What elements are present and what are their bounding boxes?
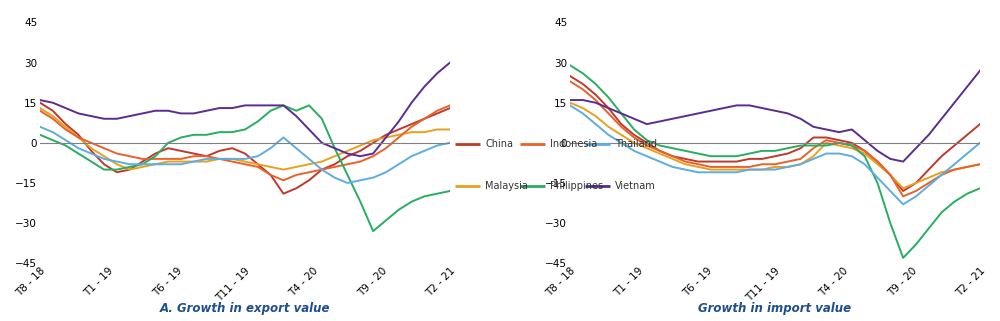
Text: Growth in import value: Growth in import value xyxy=(698,302,852,315)
Text: China: China xyxy=(485,139,513,150)
Text: Vietnam: Vietnam xyxy=(615,181,656,191)
Text: Philippines: Philippines xyxy=(550,181,603,191)
Text: A. Growth in export value: A. Growth in export value xyxy=(160,302,330,315)
Text: Indonesia: Indonesia xyxy=(550,139,597,150)
Text: Malaysia: Malaysia xyxy=(485,181,528,191)
Text: Thailand: Thailand xyxy=(615,139,657,150)
